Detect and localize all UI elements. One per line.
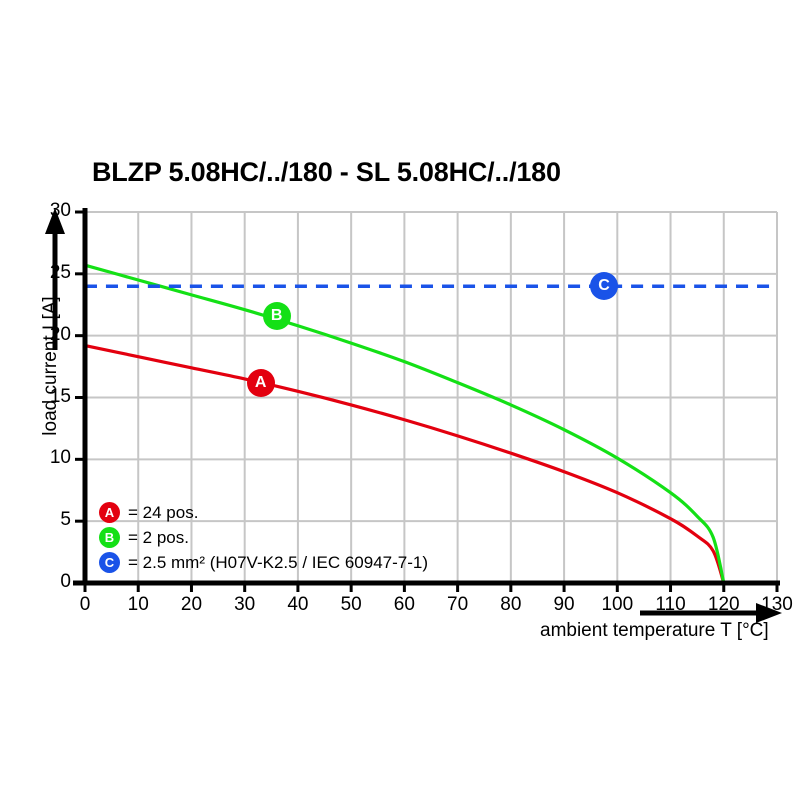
legend-badge-a-icon: A — [99, 502, 120, 524]
y-tick-label: 25 — [49, 261, 71, 283]
x-tick-label: 0 — [79, 594, 91, 615]
x-tick-label: 90 — [553, 594, 575, 615]
x-tick-label: 10 — [127, 594, 149, 615]
x-axis-label: ambient temperature T [°C] — [540, 620, 769, 641]
x-tick-label: 50 — [340, 594, 362, 615]
y-axis-label: load current I [A] — [40, 296, 61, 436]
x-tick-label: 40 — [287, 594, 309, 615]
x-tick-label: 30 — [234, 594, 256, 615]
legend-badge-b-icon: B — [99, 527, 120, 549]
x-tick-label: 130 — [761, 594, 793, 615]
curve-marker-c: C — [590, 272, 618, 301]
y-tick-label: 30 — [49, 200, 71, 221]
page-title: BLZP 5.08HC/../180 - SL 5.08HC/../180 — [92, 157, 561, 187]
legend-badge-c-icon: C — [99, 552, 120, 574]
axis-arrows — [45, 208, 782, 623]
y-tick-label: 10 — [49, 447, 71, 469]
legend-item-label: = 24 pos. — [128, 502, 199, 522]
x-tick-label: 110 — [655, 594, 686, 615]
legend-item: C = 2.5 mm² (H07V-K2.5 / IEC 60947-7-1) — [99, 552, 428, 574]
legend-item: B = 2 pos. — [99, 527, 189, 549]
x-tick-label: 70 — [447, 594, 469, 615]
y-tick-label: 20 — [49, 323, 71, 345]
y-tick-label: 15 — [49, 385, 71, 407]
legend-item-label: = 2 pos. — [128, 527, 189, 547]
curve-marker-a: A — [246, 368, 275, 397]
y-tick-label: 0 — [60, 571, 71, 592]
x-tick-label: 100 — [601, 594, 634, 615]
series-paths — [83, 263, 778, 585]
x-tick-label: 120 — [707, 594, 740, 615]
curve-marker-b: B — [262, 301, 291, 330]
legend-item: A = 24 pos. — [99, 502, 199, 524]
x-tick-label: 80 — [500, 594, 522, 615]
x-tick-label: 20 — [180, 594, 203, 615]
tick-marks — [75, 210, 779, 592]
y-tick-label: 5 — [60, 509, 71, 531]
x-tick-label: 60 — [393, 594, 415, 615]
gridlines — [85, 211, 778, 583]
legend-item-label: = 2.5 mm² (H07V-K2.5 / IEC 60947-7-1) — [128, 552, 428, 572]
